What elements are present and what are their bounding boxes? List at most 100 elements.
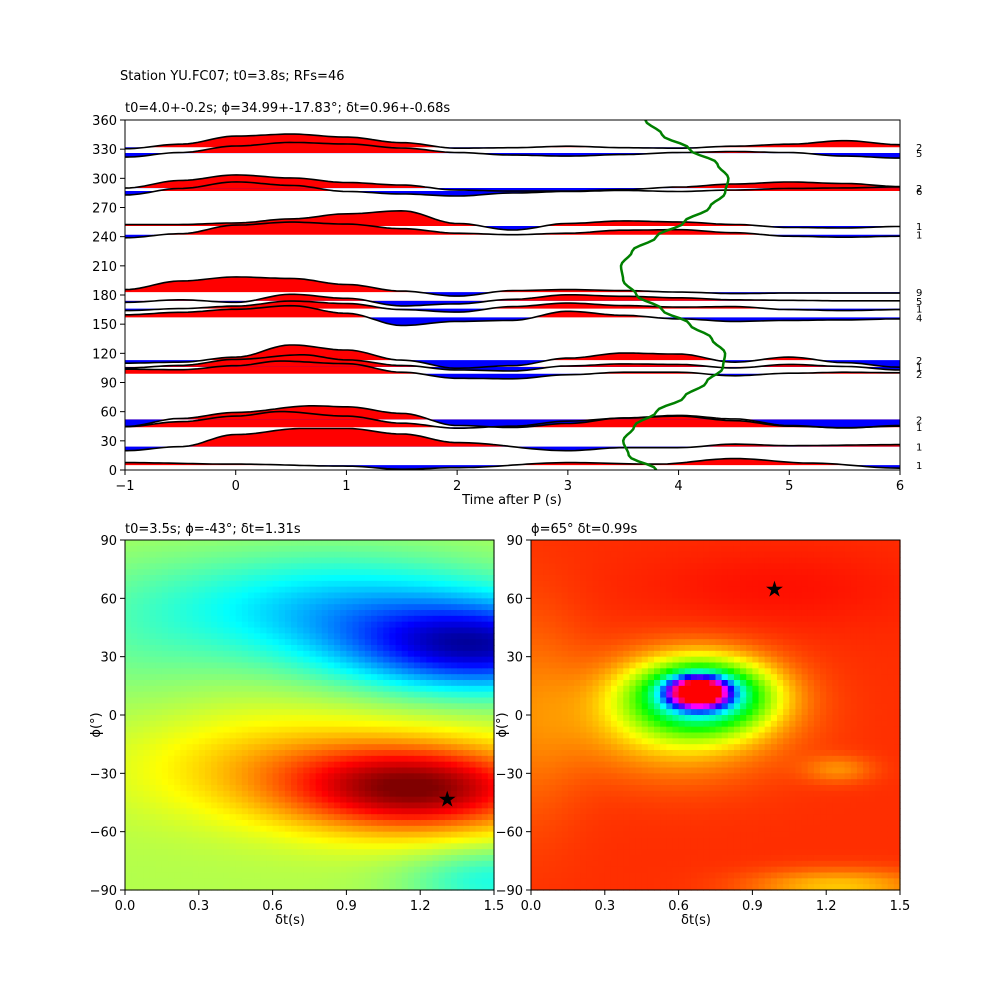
heatmap-cell [174, 558, 181, 564]
heatmap-cell [266, 633, 273, 639]
heatmap-cell [346, 738, 353, 744]
heatmap-cell [346, 756, 353, 762]
heatmap-cell [383, 645, 390, 651]
heatmap-cell [562, 861, 569, 867]
heatmap-cell [322, 558, 329, 564]
heatmap-cell [316, 855, 323, 861]
heatmap-cell [408, 873, 415, 879]
heatmap-cell [137, 861, 144, 867]
heatmap-cell [131, 785, 138, 791]
heatmap-cell [426, 873, 433, 879]
heatmap-cell [217, 663, 224, 669]
heatmap-cell [377, 838, 384, 844]
heatmap-cell [531, 733, 538, 739]
heatmap-cell [648, 633, 655, 639]
heatmap-cell [568, 797, 575, 803]
heatmap-cell [642, 733, 649, 739]
heatmap-cell [193, 575, 200, 581]
heatmap-cell [273, 756, 280, 762]
heatmap-cell [599, 709, 606, 715]
heatmap-cell [180, 633, 187, 639]
heatmap-cell [137, 855, 144, 861]
heatmap-cell [556, 849, 563, 855]
heatmap-cell [611, 855, 618, 861]
heatmap-cell [131, 581, 138, 587]
heatmap-cell [285, 773, 292, 779]
heatmap-cell [408, 628, 415, 634]
heatmap-cell [543, 855, 550, 861]
heatmap-cell [537, 773, 544, 779]
heatmap-cell [285, 727, 292, 733]
heatmap-cell [174, 861, 181, 867]
heatmap-cell [629, 645, 636, 651]
heatmap-cell [236, 657, 243, 663]
heatmap-cell [334, 709, 341, 715]
heatmap-cell [439, 686, 446, 692]
heatmap-cell [580, 733, 587, 739]
heatmap-cell [648, 598, 655, 604]
heatmap-cell [408, 593, 415, 599]
heatmap-cell [230, 703, 237, 709]
heatmap-cell [303, 727, 310, 733]
heatmap-cell [469, 581, 476, 587]
heatmap-cell [426, 593, 433, 599]
heatmap-cell [377, 750, 384, 756]
heatmap-cell [211, 738, 218, 744]
heatmap-cell [402, 820, 409, 826]
heatmap-cell [414, 663, 421, 669]
heatmap-cell [402, 657, 409, 663]
heatmap-cell [654, 546, 661, 552]
left-heatmap-title: t0=3.5s; ϕ=-43°; δt=1.31s [125, 522, 301, 537]
heatmap-cell [217, 639, 224, 645]
heatmap-cell [353, 832, 360, 838]
heatmap-cell [414, 820, 421, 826]
heatmap-cell [642, 861, 649, 867]
heatmap-cell [365, 593, 372, 599]
heatmap-cell [549, 639, 556, 645]
heatmap-cell [469, 803, 476, 809]
heatmap-cell [426, 657, 433, 663]
heatmap-cell [193, 756, 200, 762]
heatmap-cell [562, 814, 569, 820]
heatmap-cell [236, 622, 243, 628]
heatmap-cell [451, 779, 458, 785]
heatmap-cell [476, 633, 483, 639]
heatmap-cell [562, 558, 569, 564]
heatmap-cell [162, 820, 169, 826]
heatmap-cell [187, 768, 194, 774]
heatmap-cell [242, 762, 249, 768]
heatmap-cell [137, 744, 144, 750]
heatmap-cell [322, 628, 329, 634]
heatmap-cell [549, 826, 556, 832]
heatmap-cell [402, 814, 409, 820]
heatmap-cell [137, 803, 144, 809]
heatmap-cell [260, 581, 267, 587]
heatmap-cell [371, 645, 378, 651]
heatmap-cell [180, 703, 187, 709]
heatmap-cell [469, 610, 476, 616]
heatmap-ytick-label: 30 [100, 651, 117, 666]
heatmap-cell [469, 820, 476, 826]
heatmap-cell [439, 639, 446, 645]
heatmap-cell [303, 867, 310, 873]
heatmap-cell [562, 598, 569, 604]
heatmap-cell [556, 808, 563, 814]
heatmap-cell [316, 715, 323, 721]
heatmap-cell [353, 709, 360, 715]
heatmap-cell [648, 610, 655, 616]
heatmap-cell [445, 733, 452, 739]
heatmap-cell [469, 575, 476, 581]
heatmap-cell [408, 692, 415, 698]
heatmap-cell [143, 692, 150, 698]
heatmap-cell [230, 738, 237, 744]
heatmap-cell [445, 569, 452, 575]
top-ytick-label: 360 [92, 114, 117, 129]
heatmap-cell [623, 616, 630, 622]
heatmap-cell [310, 674, 317, 680]
heatmap-cell [205, 709, 212, 715]
heatmap-cell [217, 756, 224, 762]
heatmap-cell [193, 698, 200, 704]
heatmap-cell [396, 552, 403, 558]
heatmap-cell [469, 558, 476, 564]
heatmap-cell [168, 727, 175, 733]
